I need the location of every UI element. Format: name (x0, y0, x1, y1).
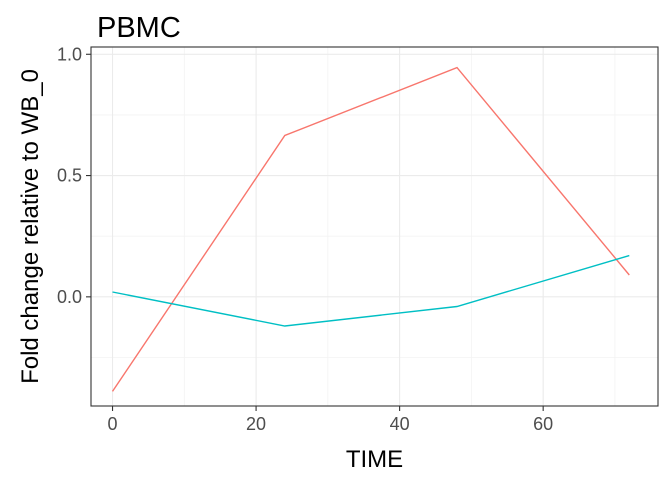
chart-title: PBMC (97, 12, 181, 44)
x-axis: 0 20 40 60 (108, 406, 553, 434)
plot-panel-border (90, 46, 659, 407)
x-tick-label: 20 (246, 414, 266, 434)
x-tick-label: 60 (533, 414, 553, 434)
x-axis-title: TIME (346, 446, 403, 473)
y-tick-label: 1.0 (57, 44, 82, 64)
y-axis: 0.0 0.5 1.0 (57, 44, 91, 307)
series-line-1 (111, 66, 630, 392)
series-layer (111, 66, 630, 392)
y-tick-label: 0.0 (57, 287, 82, 307)
y-axis-title: Fold change relative to WB_0 (17, 69, 44, 384)
x-tick-label: 0 (108, 414, 118, 434)
x-tick-label: 40 (390, 414, 410, 434)
y-tick-label: 0.5 (57, 166, 82, 186)
minor-gridlines (91, 47, 658, 406)
series-line-2 (112, 254, 630, 327)
major-gridlines (91, 47, 658, 406)
